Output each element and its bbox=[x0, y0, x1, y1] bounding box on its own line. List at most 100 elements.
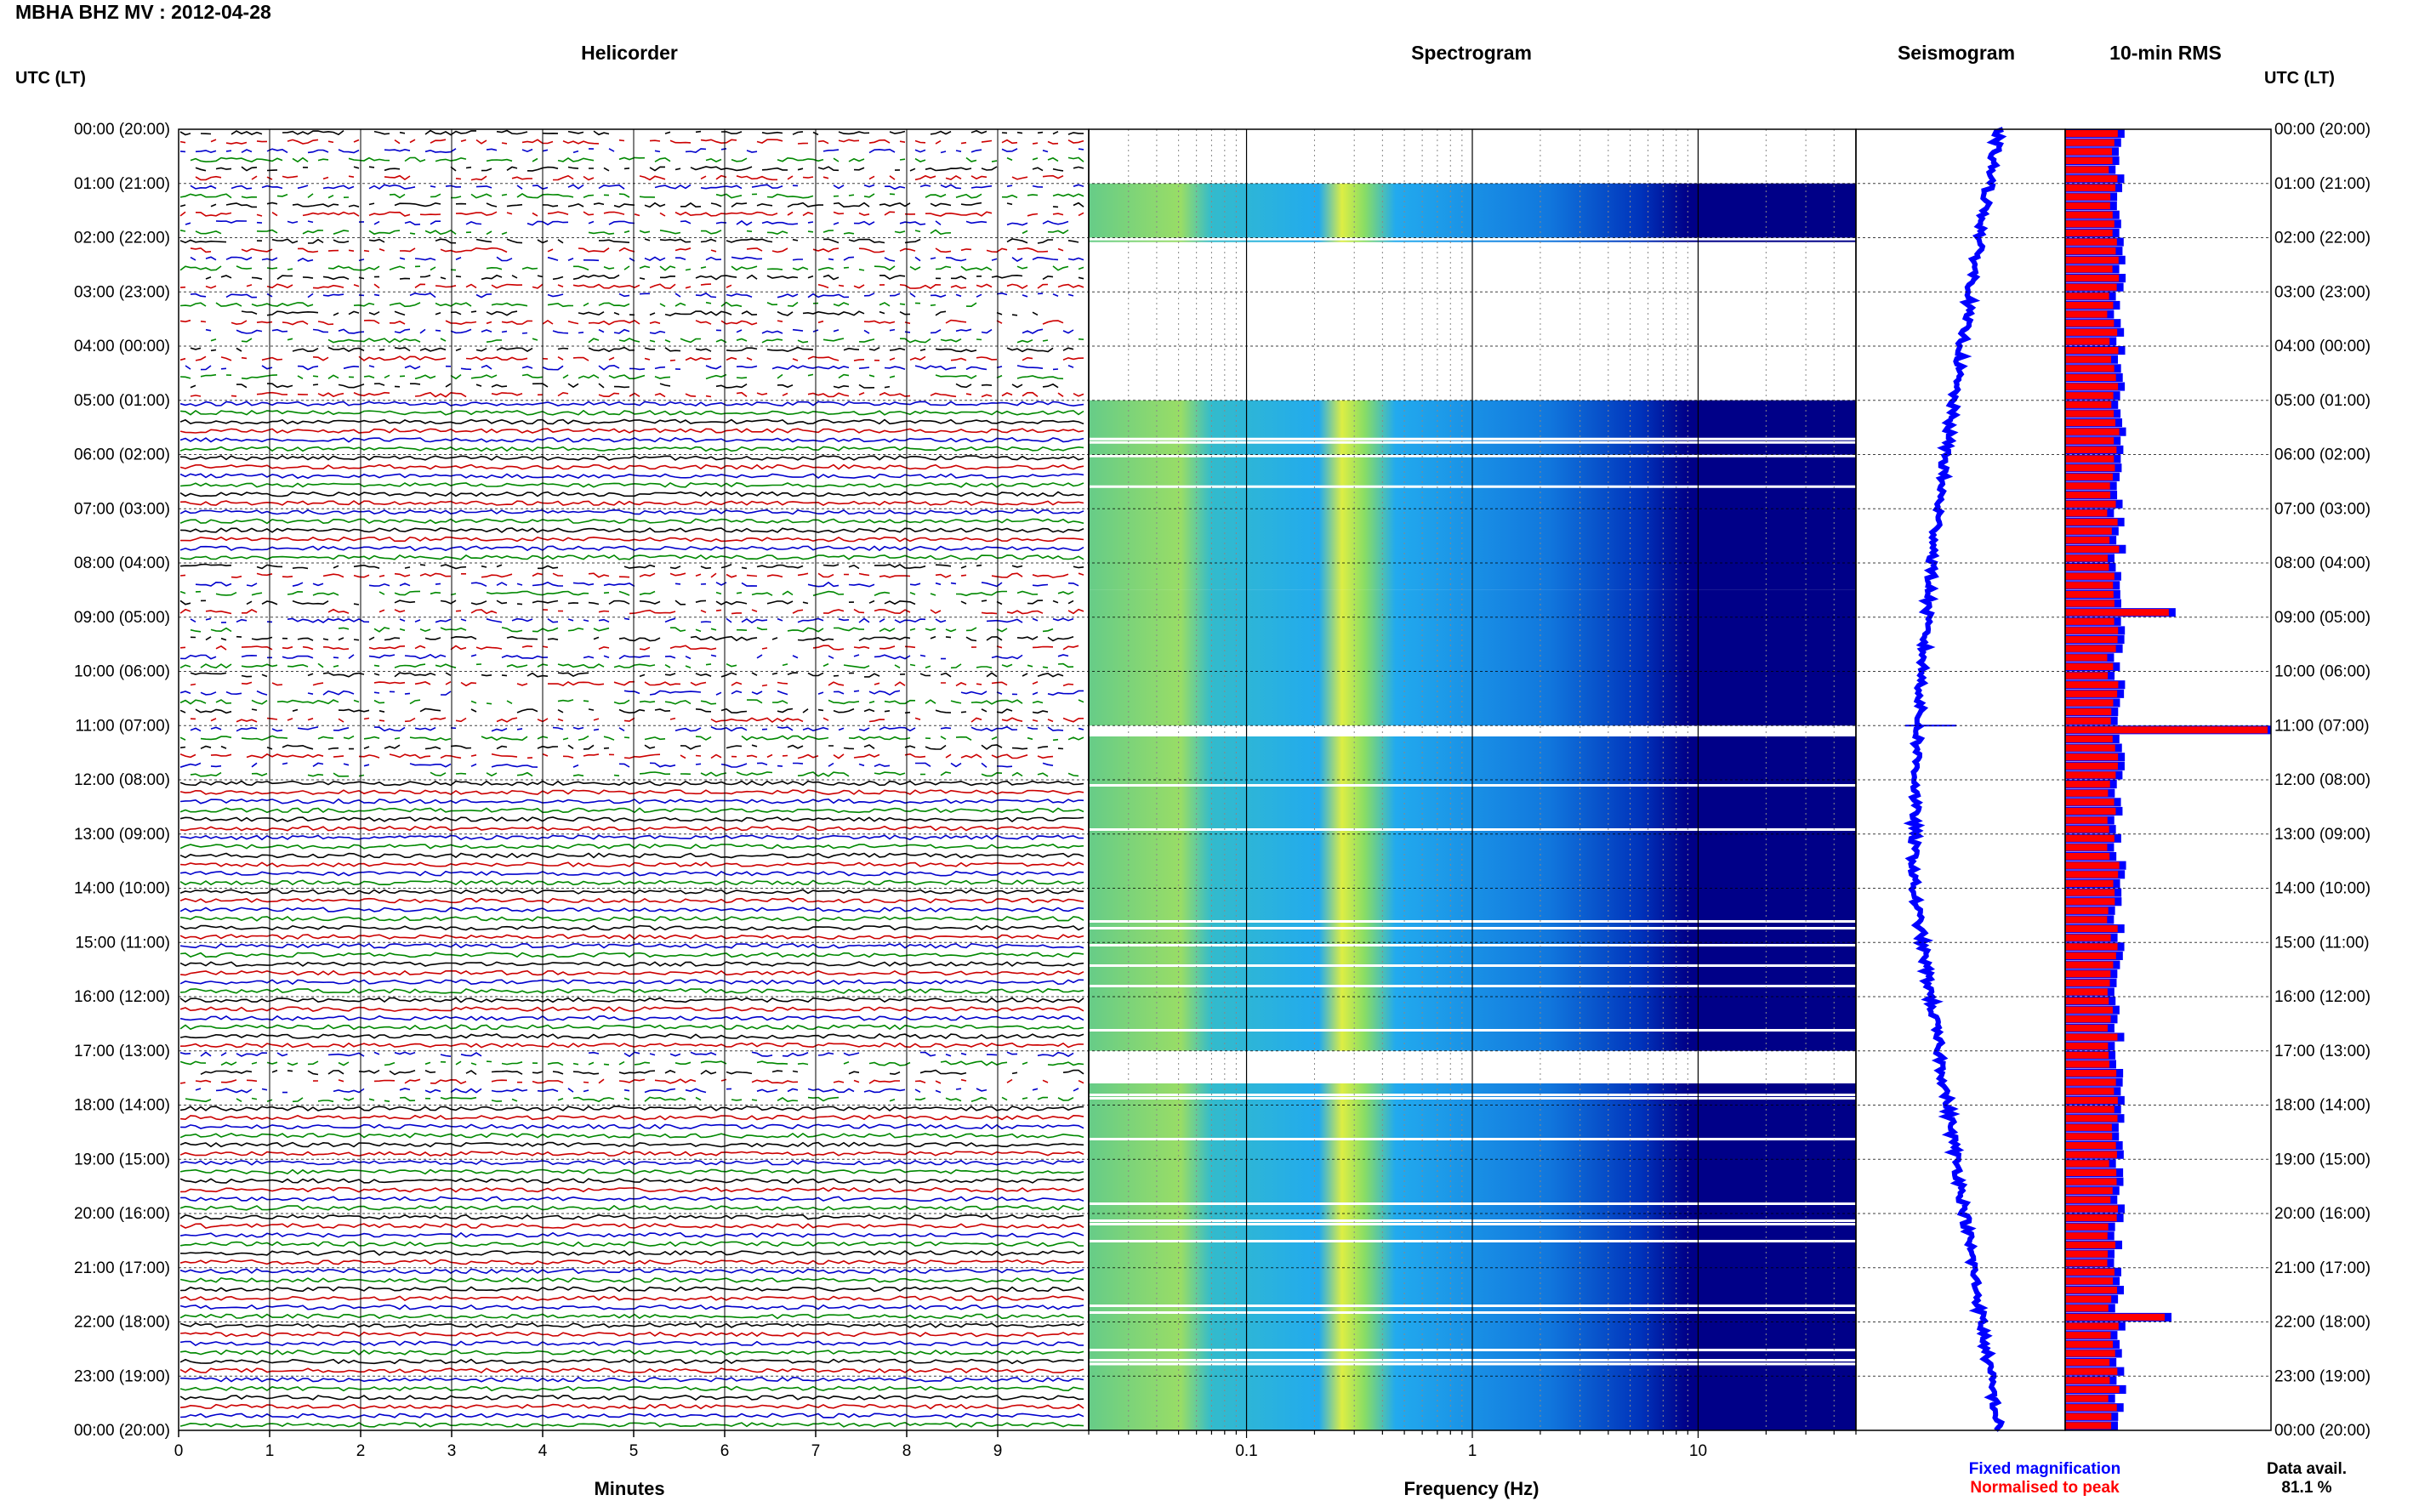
rms-bar-normalised bbox=[2065, 1250, 2108, 1258]
helicorder-trace bbox=[179, 1114, 1084, 1121]
helicorder-trace bbox=[179, 1060, 1084, 1066]
rms-bar-normalised bbox=[2065, 1295, 2112, 1303]
hour-label-right: 10:00 (06:00) bbox=[2274, 663, 2371, 681]
helicorder-trace bbox=[190, 256, 1084, 262]
helicorder-trace bbox=[179, 916, 1084, 922]
helicorder-trace bbox=[179, 500, 1084, 507]
rms-bar-normalised bbox=[2065, 844, 2108, 851]
helicorder-trace bbox=[179, 1358, 1084, 1365]
helicorder-trace bbox=[179, 1042, 1084, 1049]
helicorder-trace bbox=[179, 1151, 1084, 1157]
rms-bar-normalised bbox=[2065, 834, 2114, 842]
helicorder-trace bbox=[179, 509, 1084, 515]
hour-label-right: 15:00 (11:00) bbox=[2274, 934, 2370, 952]
helicorder-trace bbox=[210, 338, 1084, 344]
spectrogram-panel bbox=[1088, 129, 1857, 1430]
helicorder-trace bbox=[191, 384, 1079, 388]
helicorder-trace bbox=[179, 1106, 1084, 1111]
helicorder-x-tick-label: 6 bbox=[720, 1442, 730, 1460]
rms-bar-normalised bbox=[2065, 1268, 2114, 1276]
rms-bar-normalised bbox=[2065, 1287, 2117, 1294]
rms-title: 10-min RMS bbox=[2109, 42, 2222, 64]
helicorder-trace bbox=[179, 1168, 1084, 1175]
helicorder-trace bbox=[179, 401, 1084, 407]
rms-bar-normalised bbox=[2065, 482, 2110, 490]
rms-bar-normalised bbox=[2065, 545, 2120, 553]
rms-bar-normalised bbox=[2065, 365, 2114, 372]
helicorder-title: Helicorder bbox=[581, 42, 678, 64]
chart-title: MBHA BHZ MV : 2012-04-28 bbox=[15, 1, 271, 23]
rms-bar-normalised bbox=[2065, 1078, 2116, 1086]
rms-bar-normalised bbox=[2065, 473, 2113, 480]
rms-bar-normalised bbox=[2065, 518, 2118, 526]
rms-bar-normalised bbox=[2065, 166, 2109, 173]
helicorder-x-tick-label: 3 bbox=[447, 1442, 457, 1460]
hour-label-right: 06:00 (02:00) bbox=[2274, 446, 2371, 464]
rms-bar-normalised bbox=[2065, 708, 2112, 716]
helicorder-trace bbox=[185, 1097, 1084, 1101]
rms-bar-normalised bbox=[2065, 320, 2114, 327]
data-avail-label: Data avail. bbox=[2267, 1460, 2347, 1478]
helicorder-trace bbox=[196, 176, 1084, 180]
hour-label-right: 01:00 (21:00) bbox=[2274, 175, 2371, 193]
hour-label-right: 21:00 (17:00) bbox=[2274, 1259, 2371, 1277]
hour-label-right: 20:00 (16:00) bbox=[2274, 1205, 2371, 1223]
rms-bar-normalised bbox=[2065, 925, 2118, 933]
hour-label-right: 00:00 (20:00) bbox=[2274, 1422, 2371, 1440]
rms-bar-normalised bbox=[2065, 889, 2115, 896]
helicorder-trace bbox=[195, 581, 1079, 588]
rms-bar-normalised bbox=[2065, 148, 2113, 156]
rms-bar-normalised bbox=[2065, 1395, 2109, 1402]
helicorder-trace bbox=[190, 156, 1084, 163]
rms-bar-normalised bbox=[2065, 799, 2114, 806]
hour-label-left: 23:00 (19:00) bbox=[74, 1367, 170, 1385]
helicorder-trace bbox=[179, 446, 1084, 452]
rms-bar-normalised bbox=[2065, 1043, 2109, 1050]
helicorder-trace bbox=[185, 364, 1074, 371]
rms-bar-normalised bbox=[2065, 500, 2116, 508]
hour-label-left: 10:00 (06:00) bbox=[74, 663, 170, 681]
hour-label-right: 03:00 (23:00) bbox=[2274, 283, 2371, 301]
helicorder-trace bbox=[179, 879, 1084, 886]
helicorder-trace bbox=[179, 1241, 1084, 1248]
rms-bar-normalised bbox=[2065, 184, 2116, 191]
helicorder-trace bbox=[179, 942, 1084, 949]
rms-bar-normalised bbox=[2065, 636, 2118, 644]
rms-bar-normalised bbox=[2065, 247, 2116, 255]
helicorder-trace bbox=[179, 825, 1084, 832]
rms-bar-normalised bbox=[2065, 1033, 2118, 1041]
rms-bar-normalised bbox=[2065, 1196, 2111, 1203]
rms-bar-normalised bbox=[2065, 175, 2118, 183]
rms-bar-normalised bbox=[2065, 600, 2114, 607]
hour-label-right: 12:00 (08:00) bbox=[2274, 771, 2371, 789]
rms-bar-normalised bbox=[2065, 1277, 2114, 1285]
hour-label-left: 03:00 (23:00) bbox=[74, 283, 170, 301]
helicorder-trace bbox=[179, 473, 1084, 480]
rms-bar-normalised bbox=[2065, 681, 2119, 689]
rms-bar-normalised bbox=[2065, 771, 2116, 779]
helicorder-trace bbox=[179, 1331, 1084, 1338]
helicorder-trace bbox=[180, 663, 1084, 668]
helicorder-trace bbox=[179, 545, 1084, 552]
rms-bar-normalised bbox=[2065, 1142, 2116, 1150]
helicorder-trace bbox=[179, 265, 1084, 271]
rms-bar-normalised bbox=[2065, 672, 2109, 679]
helicorder-panel bbox=[180, 129, 1084, 1430]
spectrogram-xlabel: Frequency (Hz) bbox=[1404, 1478, 1540, 1499]
rms-bar-normalised bbox=[2065, 464, 2115, 472]
rms-bar-normalised bbox=[2065, 699, 2114, 707]
helicorder-trace bbox=[179, 987, 1084, 994]
helicorder-trace bbox=[179, 283, 1084, 289]
left-axis-header: UTC (LT) bbox=[15, 69, 86, 88]
rms-bar-normalised bbox=[2065, 744, 2115, 752]
rms-bar-normalised bbox=[2065, 437, 2114, 445]
helicorder-trace bbox=[179, 1367, 1084, 1373]
hour-label-left: 05:00 (01:00) bbox=[74, 392, 170, 410]
spectrogram-x-tick-label: 0.1 bbox=[1235, 1442, 1257, 1460]
helicorder-trace bbox=[179, 1259, 1084, 1265]
hour-label-right: 09:00 (05:00) bbox=[2274, 609, 2371, 627]
helicorder-trace bbox=[179, 148, 1084, 154]
rms-bar-normalised bbox=[2065, 979, 2110, 986]
helicorder-trace bbox=[179, 527, 1084, 533]
